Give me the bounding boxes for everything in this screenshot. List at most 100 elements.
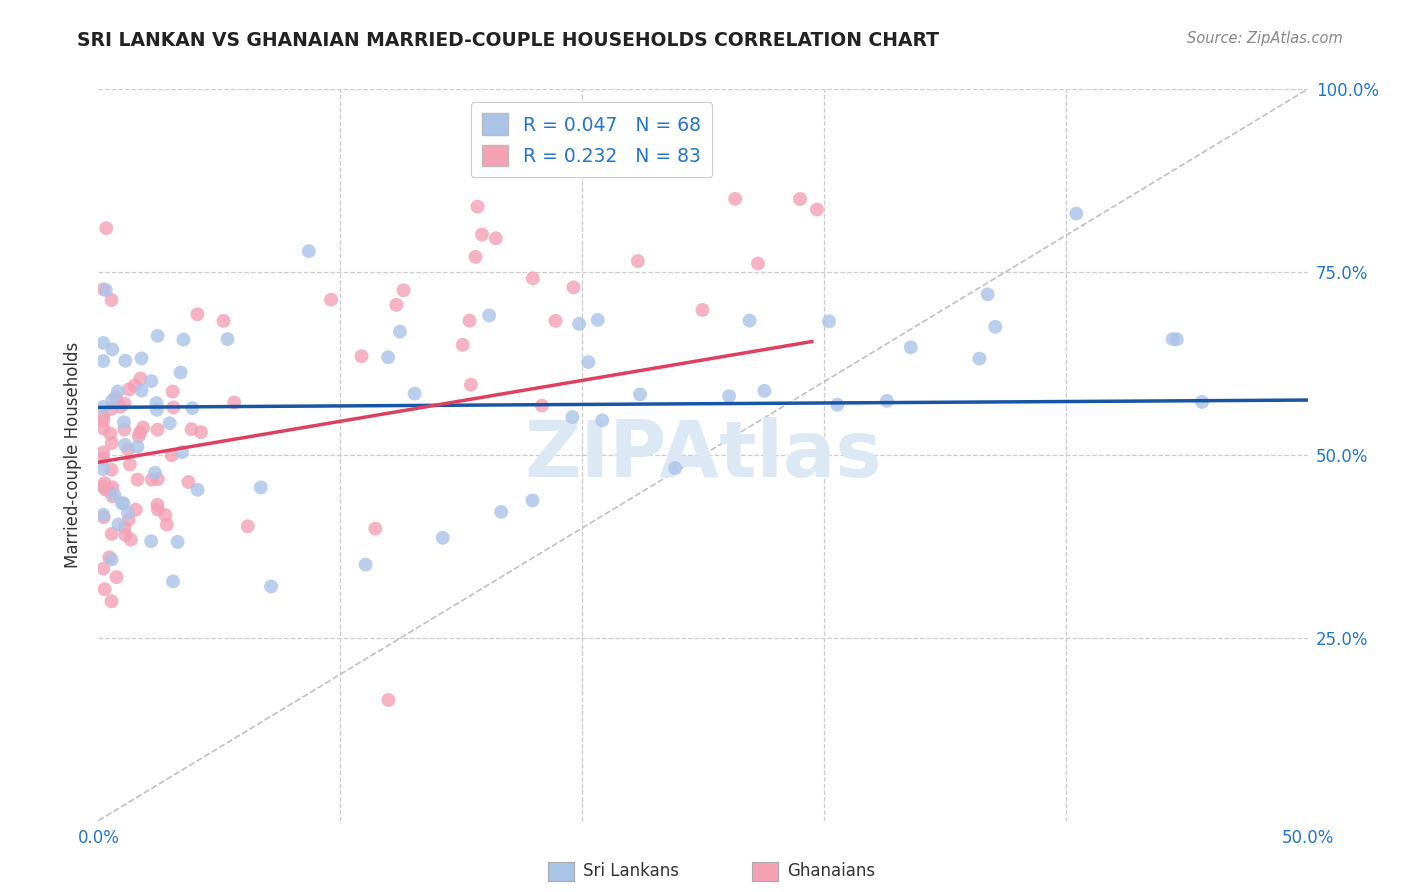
Point xyxy=(562,280,585,294)
Point xyxy=(100,527,122,541)
Point xyxy=(107,384,129,399)
Point xyxy=(91,445,114,459)
Point xyxy=(98,426,121,441)
Point xyxy=(489,505,512,519)
Point xyxy=(162,401,184,415)
Point xyxy=(117,506,139,520)
Point xyxy=(224,395,246,409)
Point xyxy=(1161,332,1184,346)
Point xyxy=(170,445,193,459)
Point xyxy=(114,438,136,452)
Point xyxy=(172,333,194,347)
Point xyxy=(530,399,553,413)
Point xyxy=(91,400,114,414)
Point xyxy=(818,314,841,328)
Point xyxy=(132,420,155,434)
Point xyxy=(91,409,114,424)
Point xyxy=(478,309,501,323)
Point xyxy=(112,415,135,429)
Point xyxy=(754,384,776,398)
Point xyxy=(738,313,761,327)
Point xyxy=(127,473,149,487)
Point xyxy=(129,425,152,440)
Point xyxy=(146,402,169,417)
Point xyxy=(111,496,134,510)
Point xyxy=(139,534,162,549)
Point xyxy=(298,244,321,259)
Point xyxy=(91,480,114,494)
Point xyxy=(91,451,114,466)
Point xyxy=(181,401,204,415)
Point xyxy=(103,488,125,502)
Point xyxy=(105,570,128,584)
Point xyxy=(692,302,714,317)
Point xyxy=(146,472,169,486)
Point xyxy=(101,393,124,408)
Y-axis label: Married-couple Households: Married-couple Households xyxy=(65,342,83,568)
Point xyxy=(118,458,141,472)
Point xyxy=(471,227,494,242)
Point xyxy=(120,533,142,547)
Point xyxy=(664,461,686,475)
Point xyxy=(112,423,135,437)
Point xyxy=(117,442,139,457)
Point xyxy=(93,476,115,491)
Point xyxy=(100,594,122,608)
Point xyxy=(162,574,184,589)
Point xyxy=(100,552,122,566)
Point xyxy=(485,231,508,245)
Text: SRI LANKAN VS GHANAIAN MARRIED-COUPLE HOUSEHOLDS CORRELATION CHART: SRI LANKAN VS GHANAIAN MARRIED-COUPLE HO… xyxy=(77,31,939,50)
Point xyxy=(146,498,169,512)
Point xyxy=(260,580,283,594)
Point xyxy=(190,425,212,440)
Text: Source: ZipAtlas.com: Source: ZipAtlas.com xyxy=(1187,31,1343,46)
Point xyxy=(100,293,122,307)
Point xyxy=(114,353,136,368)
Point xyxy=(91,282,114,296)
Point xyxy=(718,389,741,403)
Legend: R = 0.047   N = 68, R = 0.232   N = 83: R = 0.047 N = 68, R = 0.232 N = 83 xyxy=(471,103,713,178)
Point xyxy=(364,522,387,536)
Point xyxy=(404,386,426,401)
Point xyxy=(131,351,153,366)
Text: ZIPAtlas: ZIPAtlas xyxy=(524,417,882,493)
Point xyxy=(900,340,922,354)
Point xyxy=(118,512,141,526)
Point xyxy=(114,520,136,534)
Point xyxy=(146,423,169,437)
Point xyxy=(129,371,152,385)
Point xyxy=(1191,395,1213,409)
Point xyxy=(91,414,114,428)
Point xyxy=(97,483,120,498)
Point xyxy=(91,508,114,522)
Point xyxy=(101,480,124,494)
Point xyxy=(319,293,342,307)
Point xyxy=(101,490,124,504)
Point xyxy=(747,256,769,270)
Point xyxy=(984,319,1007,334)
Point xyxy=(112,496,135,510)
Point xyxy=(385,298,408,312)
Point xyxy=(464,250,486,264)
Text: Sri Lankans: Sri Lankans xyxy=(583,863,679,880)
Point xyxy=(91,354,114,368)
Point xyxy=(114,397,136,411)
Point xyxy=(432,531,454,545)
Point xyxy=(110,400,132,414)
Text: Ghanaians: Ghanaians xyxy=(787,863,876,880)
Point xyxy=(156,517,179,532)
Point xyxy=(91,462,114,476)
Point xyxy=(146,328,169,343)
Point xyxy=(143,466,166,480)
Point xyxy=(101,343,124,357)
Point xyxy=(91,562,114,576)
Point xyxy=(186,307,208,321)
Point xyxy=(568,317,591,331)
Point xyxy=(162,384,184,399)
Point xyxy=(141,473,163,487)
Point xyxy=(522,271,544,285)
Point xyxy=(354,558,377,572)
Point xyxy=(591,413,613,427)
Point xyxy=(627,254,650,268)
Point xyxy=(388,325,411,339)
